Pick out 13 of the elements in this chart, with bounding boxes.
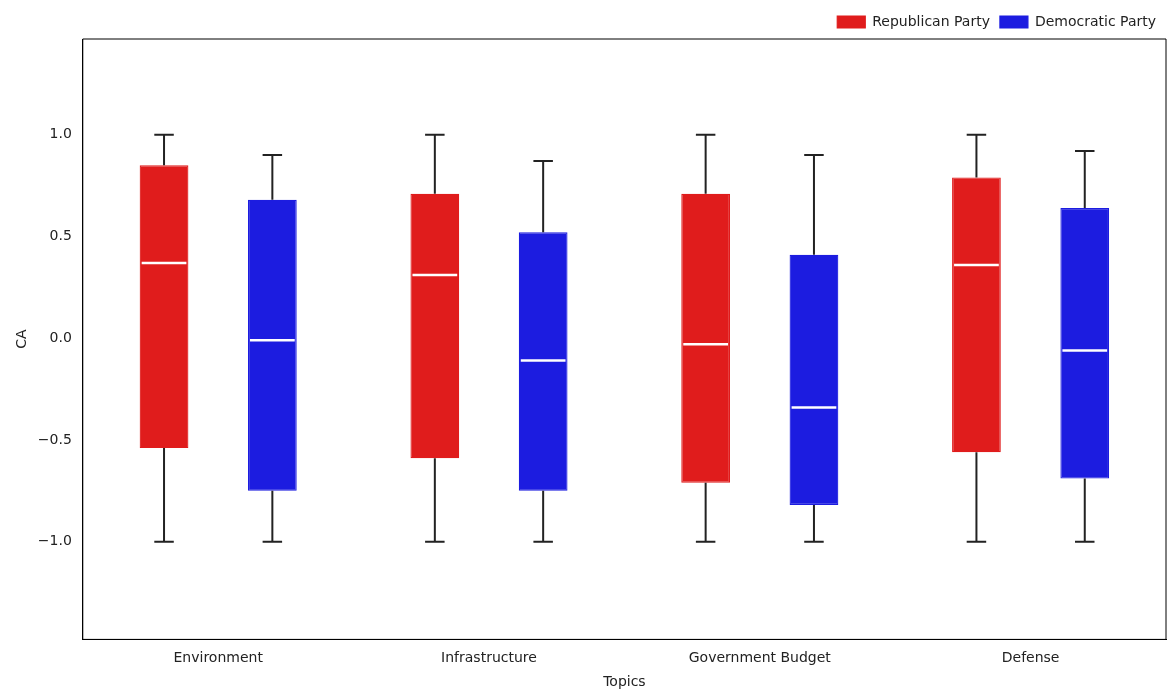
y-tick-label: 0.0 (49, 328, 72, 345)
y-tick-label: 0.5 (49, 227, 72, 244)
y-tick-label: −1.0 (37, 532, 72, 549)
legend-label: Democratic Party (1034, 12, 1156, 29)
x-axis-title: Topics (602, 673, 646, 690)
x-tick-label: Environment (173, 649, 264, 666)
x-tick-label: Defense (1001, 649, 1060, 666)
y-axis-title: CA (13, 329, 30, 349)
x-tick-label: Government Budget (688, 649, 832, 666)
x-tick-label: Infrastructure (441, 649, 537, 666)
legend-label: Republican Party (872, 12, 990, 29)
y-tick-label: −0.5 (37, 430, 72, 447)
y-tick-label: 1.0 (49, 125, 72, 142)
